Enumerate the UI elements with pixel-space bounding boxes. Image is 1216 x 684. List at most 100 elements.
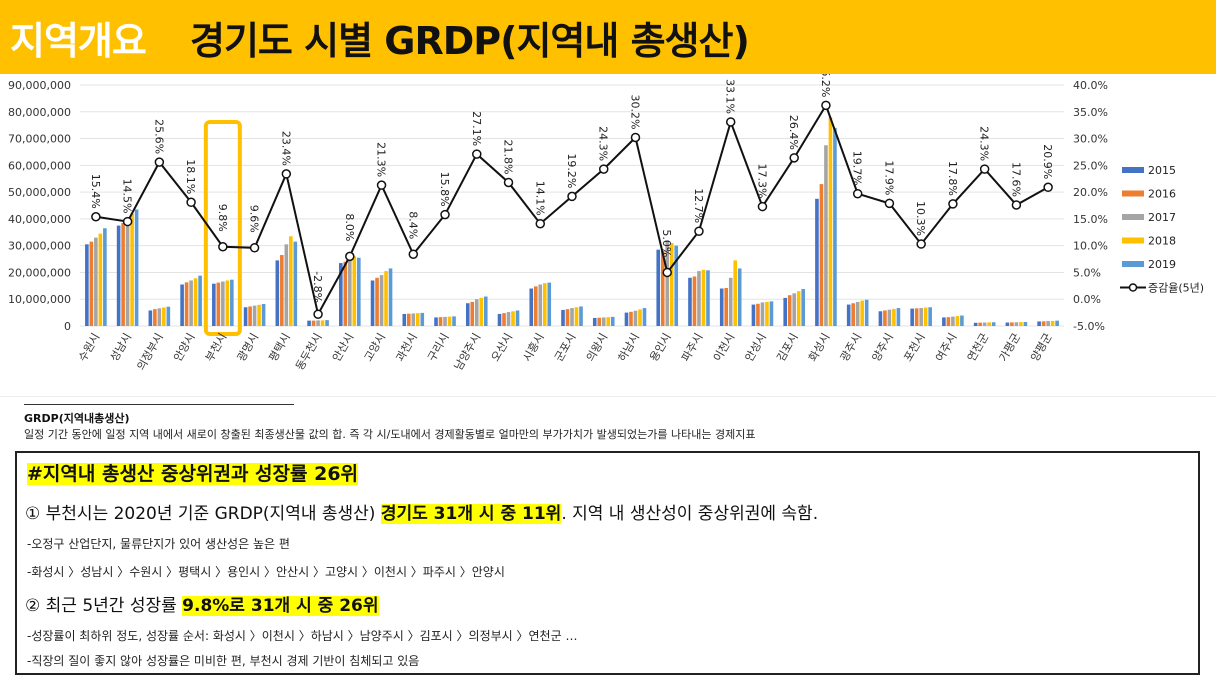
bar <box>674 245 679 326</box>
bar <box>592 317 597 326</box>
point1-text: ① 부천시는 2020년 기준 GRDP(지역내 총생산) <box>25 504 381 524</box>
growth-data-label: 12.7% <box>692 188 705 223</box>
bar <box>733 260 738 326</box>
bar <box>184 282 189 326</box>
bar <box>325 320 329 326</box>
bar <box>116 225 121 326</box>
bar <box>447 316 452 326</box>
bar <box>343 261 348 326</box>
bar <box>561 309 565 326</box>
bar <box>542 283 547 326</box>
growth-data-label: 18.1% <box>184 159 197 194</box>
growth-data-label: 5.0% <box>660 229 673 257</box>
legend-swatch <box>1122 237 1144 244</box>
bar <box>402 313 407 326</box>
growth-data-label: 8.4% <box>406 211 419 239</box>
bar <box>579 306 583 326</box>
x-category-label: 수원시 <box>76 331 102 364</box>
growth-point <box>979 164 990 174</box>
growth-point <box>122 216 133 227</box>
legend-label: 2019 <box>1148 258 1176 271</box>
growth-data-label: 30.2% <box>628 94 641 129</box>
bar <box>384 271 388 326</box>
bar <box>438 317 443 326</box>
growth-point <box>916 239 926 249</box>
x-category-label: 고양시 <box>362 331 388 364</box>
bar <box>574 307 579 326</box>
bar <box>883 310 887 326</box>
x-category-label: 하남시 <box>615 331 642 364</box>
bar <box>919 308 923 326</box>
growth-point <box>1043 182 1053 193</box>
bar <box>103 228 107 326</box>
bar <box>94 237 98 326</box>
growth-data-label: 36.2% <box>819 74 832 97</box>
bar <box>375 277 379 326</box>
summary-point-2: ② 최근 5년간 성장률 9.8%로 31개 시 중 26위 <box>25 591 379 616</box>
y-right-tick-label: 40.0% <box>1073 79 1108 92</box>
bar <box>166 306 171 326</box>
bar <box>352 256 357 326</box>
bar <box>511 311 515 326</box>
bar <box>153 309 157 326</box>
bar <box>221 281 225 326</box>
bar <box>633 310 638 326</box>
y-left-tick-label: 20,000,000 <box>8 266 71 279</box>
y-right-tick-label: 25.0% <box>1073 159 1108 172</box>
bar <box>348 259 352 326</box>
legend-label: 2015 <box>1148 164 1176 177</box>
bar <box>212 283 216 326</box>
bar <box>864 299 869 326</box>
title-prefix: 지역개요 <box>10 19 147 63</box>
bar <box>801 289 805 326</box>
title-banner: 지역개요 경기도 시별 GRDP(지역내 총생산) <box>0 0 1216 74</box>
bar <box>98 233 103 326</box>
bar <box>420 312 425 326</box>
legend-label: 2017 <box>1148 211 1176 224</box>
bar <box>728 277 733 326</box>
bar <box>243 307 248 326</box>
bar <box>792 293 796 326</box>
bar <box>474 299 479 326</box>
bar <box>783 297 787 326</box>
bar <box>125 218 130 326</box>
bar <box>316 320 320 326</box>
bar <box>978 322 982 326</box>
bar <box>533 286 538 326</box>
bar <box>497 313 502 326</box>
growth-data-label: 15.4% <box>89 174 102 209</box>
x-category-label: 부천시 <box>202 331 229 364</box>
growth-data-label: 9.6% <box>248 205 261 233</box>
growth-data-label: 33.1% <box>724 79 737 114</box>
bar <box>406 313 411 326</box>
bar <box>411 313 416 326</box>
legend-swatch <box>1122 214 1144 220</box>
growth-data-label: 21.3% <box>375 142 388 177</box>
bar <box>629 311 633 326</box>
bar <box>760 302 765 326</box>
x-category-label: 광주시 <box>838 331 864 364</box>
x-category-label: 동두천시 <box>292 331 324 373</box>
y-left-tick-label: 50,000,000 <box>8 186 71 199</box>
growth-point <box>948 199 958 209</box>
growth-data-label: 14.1% <box>533 181 546 216</box>
x-category-label: 성남시 <box>108 331 134 364</box>
bar <box>1010 322 1014 326</box>
growth-data-label: 23.4% <box>279 131 292 166</box>
bar <box>724 287 729 326</box>
bar <box>157 308 162 326</box>
bar <box>388 268 393 326</box>
grdp-chart-panel: 0 10,000,000 20,000,000 30,000,000 40,000,00… <box>0 74 1216 397</box>
bar <box>719 288 724 326</box>
growth-data-label: 17.8% <box>946 161 959 196</box>
legend-label: 증감율(5년) <box>1148 282 1204 295</box>
bar <box>955 316 960 326</box>
growth-data-label: 26.4% <box>787 115 800 150</box>
x-category-label: 안성시 <box>743 331 769 364</box>
point1-detail-2: -화성시 〉성남시 〉수원시 〉평택시 〉용인시 〉안산시 〉고양시 〉이천시 … <box>27 565 505 579</box>
growth-point <box>725 117 736 127</box>
bar <box>991 322 996 326</box>
bar <box>547 282 552 326</box>
growth-point <box>884 198 895 209</box>
growth-point <box>630 132 641 143</box>
